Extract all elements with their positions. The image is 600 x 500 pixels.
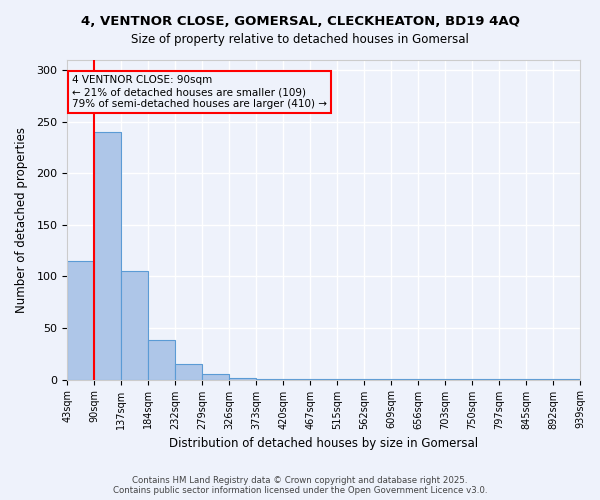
Bar: [256, 378, 283, 380]
Bar: [364, 378, 391, 380]
Bar: [175, 364, 202, 380]
Bar: [499, 378, 526, 380]
Bar: [418, 378, 445, 380]
Text: Contains HM Land Registry data © Crown copyright and database right 2025.
Contai: Contains HM Land Registry data © Crown c…: [113, 476, 487, 495]
X-axis label: Distribution of detached houses by size in Gomersal: Distribution of detached houses by size …: [169, 437, 478, 450]
Text: 4 VENTNOR CLOSE: 90sqm
← 21% of detached houses are smaller (109)
79% of semi-de: 4 VENTNOR CLOSE: 90sqm ← 21% of detached…: [72, 76, 327, 108]
Bar: [148, 340, 175, 380]
Bar: [202, 374, 229, 380]
Bar: [229, 378, 256, 380]
Bar: [67, 261, 94, 380]
Bar: [391, 378, 418, 380]
Y-axis label: Number of detached properties: Number of detached properties: [15, 127, 28, 313]
Bar: [445, 378, 472, 380]
Bar: [94, 132, 121, 380]
Bar: [337, 378, 364, 380]
Text: 4, VENTNOR CLOSE, GOMERSAL, CLECKHEATON, BD19 4AQ: 4, VENTNOR CLOSE, GOMERSAL, CLECKHEATON,…: [80, 15, 520, 28]
Bar: [472, 378, 499, 380]
Bar: [121, 272, 148, 380]
Bar: [283, 378, 310, 380]
Bar: [310, 378, 337, 380]
Bar: [526, 378, 553, 380]
Bar: [553, 378, 580, 380]
Text: Size of property relative to detached houses in Gomersal: Size of property relative to detached ho…: [131, 32, 469, 46]
